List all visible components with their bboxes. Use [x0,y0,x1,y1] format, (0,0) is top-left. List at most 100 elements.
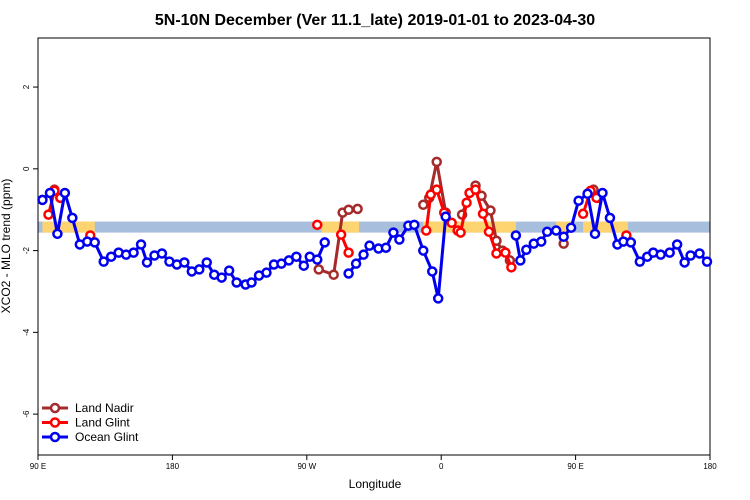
data-point [565,222,577,233]
data-point [352,203,363,215]
data-point [483,226,495,238]
data-point [67,212,78,224]
data-point [409,219,420,231]
data-point [313,264,324,275]
data-point [655,249,666,260]
data-point [388,227,399,238]
data-point [319,237,330,248]
legend-label: Land Glint [75,416,130,430]
data-point [312,254,323,265]
data-point [364,240,375,251]
data-point [461,197,472,209]
data-point [500,247,511,258]
data-point [431,156,442,168]
plot-frame [37,37,711,456]
data-point [701,256,713,267]
data-point [597,187,608,199]
data-point [52,228,63,240]
land-region [583,221,628,233]
data-point [37,194,48,206]
data-point [521,244,532,256]
data-point [156,248,168,259]
legend-label: Ocean Glint [75,430,139,444]
data-point [426,266,438,277]
data-point [312,219,323,231]
land-region [423,221,516,233]
y-tick-label: -6 [22,410,31,418]
data-point [350,258,362,269]
data-point [418,245,429,256]
data-point [679,257,690,268]
data-point [515,255,526,266]
data-point [343,204,354,215]
data-point [510,230,522,241]
data-point [343,247,354,258]
data-point [380,242,392,253]
chart-title: 5N-10N December (Ver 11.1_late) 2019-01-… [155,12,595,29]
y-tick-label: 2 [22,84,31,89]
x-tick-label: 90 E [567,462,583,471]
data-point [664,247,675,258]
x-axis-label: Longitude [349,477,402,491]
data-point [625,237,637,248]
data-point [558,231,569,242]
data-point [261,267,272,278]
data-point [470,184,481,195]
legend-marker [49,417,61,428]
data-point [634,256,646,267]
data-point [541,226,553,238]
x-tick-label: 0 [439,462,444,471]
data-point [476,190,487,202]
x-tick-label: 180 [166,462,180,471]
data-point [59,187,71,199]
data-point [421,225,432,236]
data-point [477,208,489,220]
data-point [298,260,310,271]
data-point [446,217,457,229]
data-point [44,187,56,199]
data-point [246,277,257,288]
y-tick-label: -2 [22,246,31,254]
data-point [223,265,235,276]
data-point [128,247,139,258]
data-point [694,248,705,259]
data-point [216,272,227,283]
data-point [43,209,54,220]
data-point [582,188,593,200]
data-point [141,257,153,268]
data-point [573,195,584,206]
x-tick-label: 90 W [297,462,316,471]
data-point [98,256,109,267]
y-tick-label: -4 [22,328,31,336]
data-point [536,236,547,247]
data-point [291,251,302,262]
data-point [491,248,502,259]
data-point [335,229,347,240]
legend-marker [49,402,61,414]
data-point [418,199,429,211]
land-region [556,221,572,233]
y-axis-label: XCO2 - MLO trend (ppm) [0,179,13,314]
data-point [550,225,562,236]
data-point [394,234,405,245]
data-point [89,237,100,248]
x-tick-label: 180 [703,462,717,471]
data-point [179,257,190,268]
data-point [506,262,517,273]
data-point [135,239,147,250]
data-point [577,208,589,220]
data-point [440,211,451,222]
data-point [194,264,205,275]
data-point [328,269,339,280]
data-point [231,277,242,288]
data-point [491,235,502,247]
data-point [105,251,117,262]
data-point [671,239,683,250]
data-point [358,249,369,260]
data-point [589,228,601,240]
data-point [201,257,212,268]
legend-label: Land Nadir [75,401,134,415]
land-region [42,221,95,233]
data-point [604,212,616,224]
